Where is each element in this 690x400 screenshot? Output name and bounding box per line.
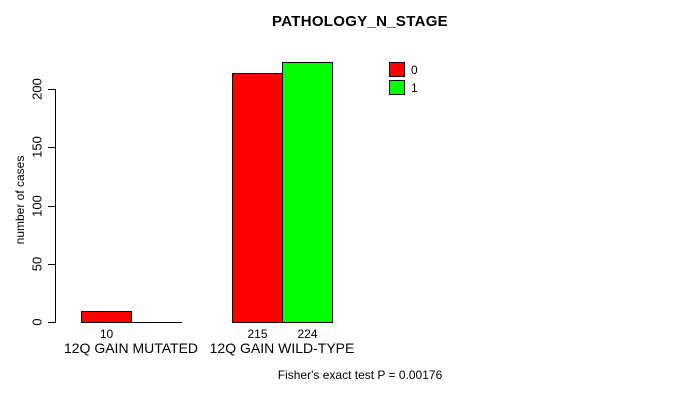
y-tick bbox=[48, 264, 55, 265]
bar-series-0 bbox=[232, 73, 283, 323]
bar-value-label: 10 bbox=[99, 327, 114, 341]
y-tick-label: 200 bbox=[29, 78, 45, 100]
legend-swatch bbox=[389, 62, 405, 77]
legend-label: 1 bbox=[411, 80, 418, 95]
x-category-label: 12Q GAIN WILD-TYPE bbox=[209, 340, 355, 356]
y-tick bbox=[48, 206, 55, 207]
bar-series-1 bbox=[282, 62, 333, 323]
y-axis-line bbox=[55, 89, 56, 323]
y-tick bbox=[48, 89, 55, 90]
bar-value-label: 215 bbox=[247, 327, 268, 341]
legend-entry: 1 bbox=[389, 80, 418, 95]
bar-series-0 bbox=[81, 311, 132, 323]
legend-label: 0 bbox=[411, 62, 418, 77]
y-tick-label: 150 bbox=[29, 136, 45, 158]
y-tick-label: 0 bbox=[29, 318, 45, 326]
annotation-text: Fisher's exact test P = 0.00176 bbox=[277, 368, 443, 382]
x-category-label: 12Q GAIN MUTATED bbox=[63, 340, 199, 356]
y-tick bbox=[48, 322, 55, 323]
y-tick bbox=[48, 147, 55, 148]
chart-title: PATHOLOGY_N_STAGE bbox=[272, 13, 448, 30]
legend-swatch bbox=[389, 80, 405, 95]
y-axis-label: number of cases bbox=[13, 155, 27, 245]
legend-entry: 0 bbox=[389, 62, 418, 77]
y-tick-label: 50 bbox=[29, 256, 45, 272]
bar-value-label: 224 bbox=[297, 327, 318, 341]
bar-series-1-zero bbox=[131, 322, 182, 323]
y-tick-label: 100 bbox=[29, 195, 45, 217]
